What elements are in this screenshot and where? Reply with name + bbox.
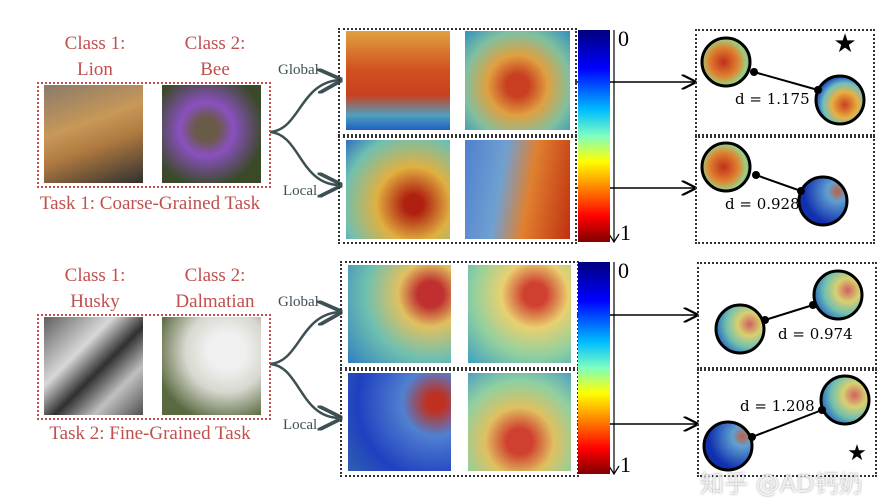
task1-class1-label: Class 1: [64,33,126,54]
task2-class2-label: Class 2: [184,265,246,286]
embedding-circle [700,141,752,193]
heatmap-husky-local [348,373,451,471]
task2-local-label: Local [283,417,318,433]
task2-global-distance-graph [714,269,864,355]
task2-class1-label: Class 1: [64,265,126,286]
embedding-circle [797,175,849,227]
lion-image [44,85,143,183]
task2-colorbar [578,262,610,474]
task1-global-result-box [695,29,875,136]
colorbar-axes [608,30,620,476]
heatmap-dalmatian-global [468,265,571,363]
task2-image-box [37,314,271,420]
heatmap-husky-global [348,265,451,363]
embedding-circle [714,303,766,355]
task1-global-label: Global [278,62,319,78]
embedding-circle [819,374,871,426]
star-icon: ★ [847,440,867,465]
colorbar-top-label: 0 [618,26,629,51]
heatmap-lion-global [346,31,450,130]
task1-local-label: Local [283,183,318,199]
task1-local-distance: d = 0.928 [725,195,800,213]
heatmap-lion-local [346,140,450,239]
task1-image-box [37,82,271,188]
task1-local-result-box [695,136,875,244]
task2-global-label: Global [278,294,319,310]
task2-split-arrows [269,312,340,418]
husky-image [44,317,143,415]
task1-local-distance-graph [700,141,849,227]
task1-global-distance-graph [700,36,866,126]
embedding-circle [812,269,864,321]
task1-global-distance: d = 1.175 [735,90,810,108]
task2-title: Task 2: Fine-Grained Task [49,423,251,444]
embedding-circle [702,420,754,472]
star-icon: ★ [833,29,856,58]
task1-class2-label: Class 2: [184,33,246,54]
embedding-circle [700,36,752,88]
task2-global-result-box [697,262,877,369]
task1-class2-name: Bee [200,59,230,80]
task2-global-distance: d = 0.974 [778,325,853,343]
colorbar-bottom-label: 1 [620,220,631,245]
heatmap-dalmatian-local [468,373,571,471]
colorbar-bottom-label: 1 [620,452,631,477]
heatmap-bee-global [465,31,570,130]
task1-title: Task 1: Coarse-Grained Task [39,193,261,214]
task1-split-arrows [269,80,340,185]
task2-local-distance-graph [702,374,871,472]
watermark: 知乎 @AD钙奶 [700,470,863,498]
colorbar-top-label: 0 [618,258,629,283]
heatmap-bee-local [465,140,570,239]
task1-local-heatmap-box [338,136,577,244]
dalmatian-image [162,317,261,415]
task2-class1-name: Husky [70,291,120,312]
bee-image [162,85,261,183]
task1-class1-name: Lion [77,59,113,80]
task1-colorbar [578,30,610,242]
task1-global-heatmap-box [338,28,577,136]
task2-class2-name: Dalmatian [175,291,255,312]
embedding-circle [814,74,866,126]
task2-local-result-box [697,369,877,477]
task2-local-distance: d = 1.208 [740,397,815,415]
